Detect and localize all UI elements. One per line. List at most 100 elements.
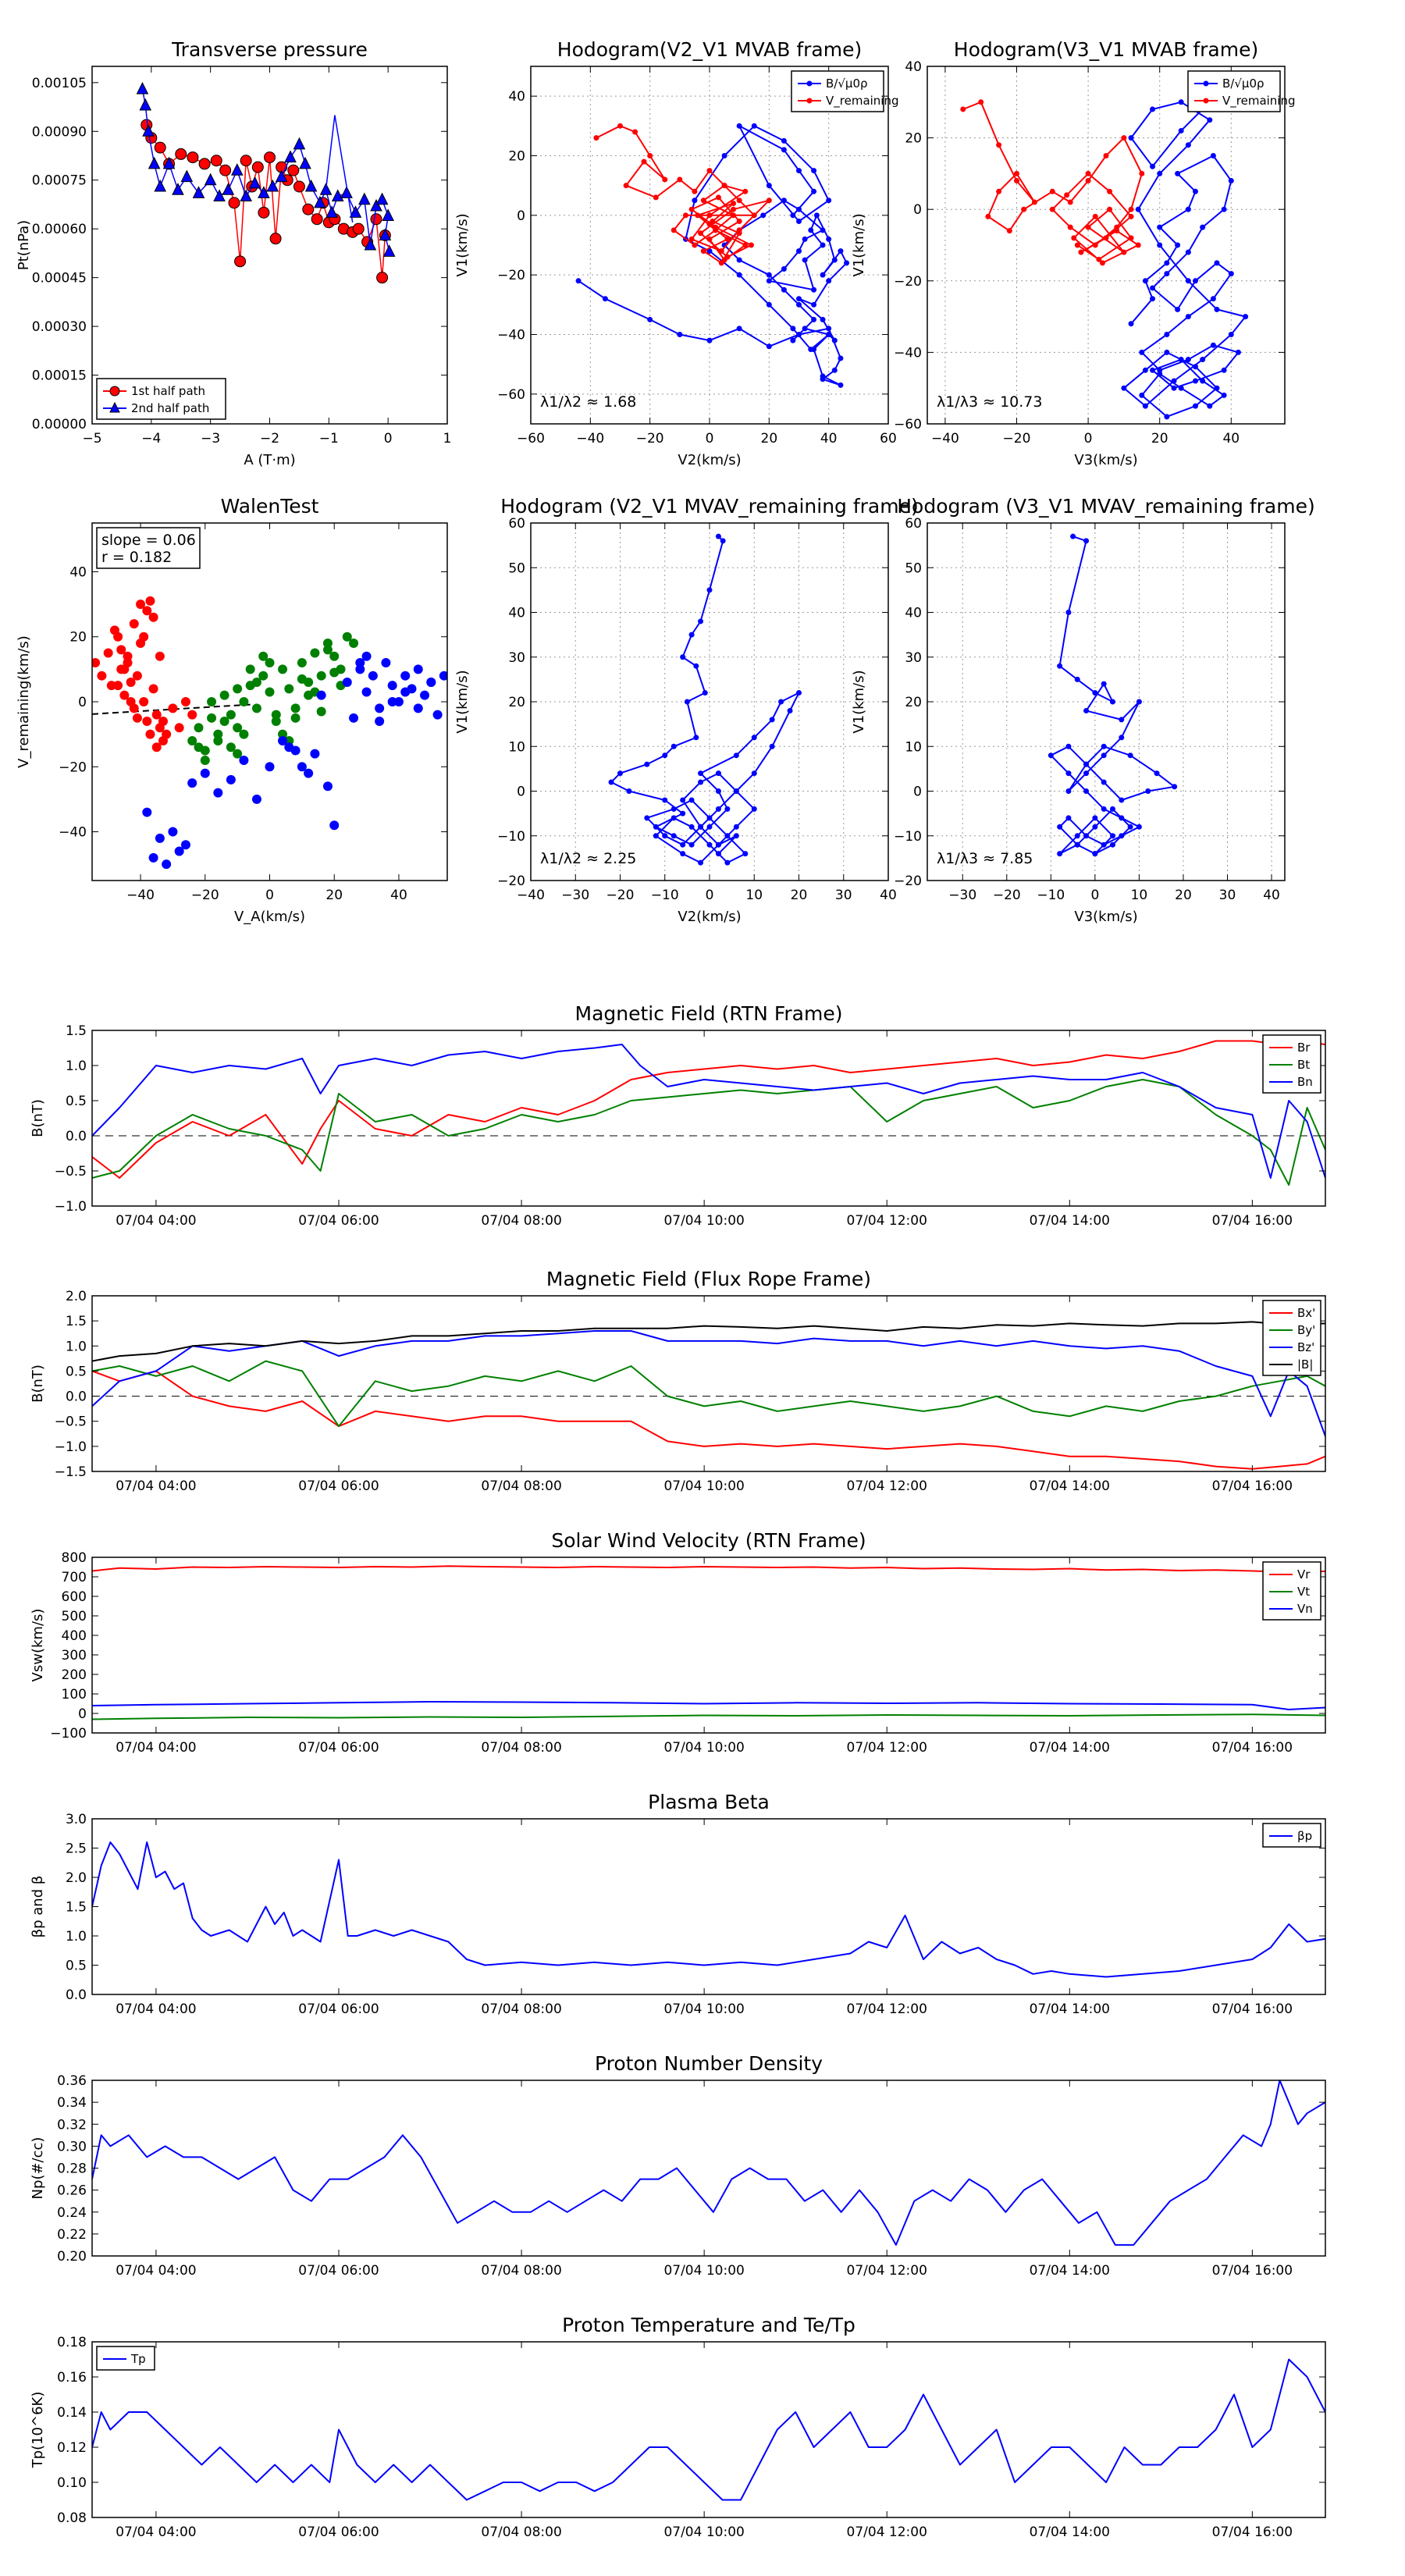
vel-y-label: Vsw(km/s)	[30, 1609, 46, 1682]
walen-point	[349, 639, 359, 649]
h2-point	[1235, 349, 1241, 355]
walen-title: WalenTest	[221, 495, 319, 518]
pt-x-tick-label: −3	[201, 431, 220, 447]
h2-point	[1128, 235, 1134, 241]
h3-point	[702, 690, 708, 696]
pt-point	[382, 244, 396, 257]
tp-x-tick-label: 07/04 10:00	[663, 2524, 744, 2540]
h2-point	[1200, 357, 1206, 363]
pt-y-tick-label: 0.00045	[32, 271, 87, 286]
h4-point	[1092, 815, 1098, 821]
h4-point	[1119, 833, 1125, 839]
h2-point	[1193, 188, 1198, 194]
h2-y-tick-label: −60	[894, 417, 922, 432]
h4-point	[1083, 770, 1090, 777]
h3-point	[644, 815, 650, 821]
walen-y-label: V_remaining(km/s)	[16, 635, 32, 768]
pt-title: Transverse pressure	[171, 38, 368, 61]
h4-x-tick-label: 10	[1131, 888, 1148, 903]
h3-point	[706, 587, 713, 593]
h2-point	[1221, 206, 1227, 212]
pt-point	[148, 156, 161, 169]
tp-x-tick-label: 07/04 04:00	[116, 2524, 196, 2540]
h3-y-tick-label: −20	[497, 873, 525, 889]
np-y-tick-label: 0.28	[57, 2161, 87, 2177]
h1-point	[831, 337, 838, 343]
walen-point	[213, 735, 223, 745]
pt-legend-marker	[109, 401, 120, 413]
h2-point	[1103, 153, 1109, 158]
h3-y-tick-label: −10	[497, 829, 525, 845]
h2-point	[1150, 163, 1156, 169]
walen-point	[329, 667, 340, 678]
walen-point	[174, 723, 184, 733]
h3-point	[733, 788, 739, 794]
np-series-0	[92, 2080, 1325, 2246]
h3-y-tick-label: 60	[508, 516, 525, 532]
h1-title: Hodogram(V2_V1 MVAB frame)	[557, 38, 862, 61]
h1-point	[796, 206, 802, 212]
h2-y-tick-label: 0	[913, 202, 922, 218]
tp-plot-frame	[91, 2341, 1326, 2518]
h2-point	[1228, 332, 1234, 337]
h1-point	[820, 272, 826, 278]
beta-title: Plasma Beta	[648, 1791, 770, 1813]
walen-point	[297, 658, 307, 668]
mag_fr-y-tick-label: −1.0	[55, 1439, 87, 1455]
h3-point	[796, 690, 802, 696]
h2-point	[1121, 385, 1127, 391]
h1-point	[766, 301, 772, 308]
walen-y-tick-label: 20	[69, 630, 87, 646]
h2-point	[996, 188, 1002, 194]
h3-x-tick-label: 40	[880, 888, 897, 903]
walen-point	[278, 735, 288, 745]
pt-x-tick-label: 1	[443, 431, 452, 447]
h1-point	[662, 176, 668, 183]
h3-point	[670, 833, 677, 839]
h3-point	[670, 743, 677, 749]
h2-legend-marker	[1203, 80, 1209, 87]
h1-point	[796, 248, 802, 254]
tp-series-tp	[92, 2358, 1325, 2501]
beta-x-tick-label: 07/04 12:00	[847, 2001, 927, 2017]
h4-point	[1109, 841, 1115, 848]
h2-point	[1157, 242, 1163, 248]
h1-point	[710, 218, 716, 224]
h4-series-0	[1048, 533, 1178, 857]
walen-x-label: V_A(km/s)	[234, 909, 305, 925]
walen-point	[393, 697, 404, 706]
h1-point	[766, 197, 772, 204]
vel-x-tick-label: 07/04 14:00	[1030, 1740, 1110, 1756]
h3-point	[684, 699, 690, 705]
vel-x-tick-label: 07/04 10:00	[663, 1740, 744, 1756]
h1-point	[796, 301, 802, 308]
h2-point	[1150, 296, 1156, 302]
h4-point	[1101, 806, 1107, 812]
pt-y-tick-label: 0.00000	[32, 417, 87, 432]
walen-x-tick-label: −40	[126, 888, 155, 903]
h2-point	[1175, 170, 1181, 176]
walen-x-tick-label: 0	[265, 888, 274, 903]
vel-y-tick-label: 100	[62, 1687, 87, 1703]
h4-x-tick-label: 30	[1219, 888, 1236, 903]
h2-x-tick-label: −20	[1003, 431, 1031, 447]
h2-point	[1049, 206, 1055, 212]
mag_rtn-y-tick-label: 1.0	[66, 1059, 87, 1074]
h3-point	[670, 815, 677, 821]
h2-point	[1067, 224, 1073, 230]
h2-y-label: V1(km/s)	[851, 213, 867, 276]
tp-series-line	[92, 2358, 1325, 2501]
walen-point	[265, 658, 275, 668]
h1-point	[641, 158, 647, 165]
walen-point	[119, 664, 130, 674]
np-y-tick-label: 0.32	[57, 2117, 87, 2133]
h2-point	[1157, 371, 1163, 377]
walen-series-0	[92, 596, 197, 753]
h2-series-line	[962, 101, 1143, 264]
mag_fr-x-tick-label: 07/04 14:00	[1030, 1478, 1110, 1494]
walen-point	[413, 664, 423, 674]
h1-point	[677, 332, 683, 337]
h3-x-tick-label: −40	[517, 888, 545, 903]
walen-fit-line	[91, 703, 254, 715]
walen-point	[132, 671, 142, 681]
